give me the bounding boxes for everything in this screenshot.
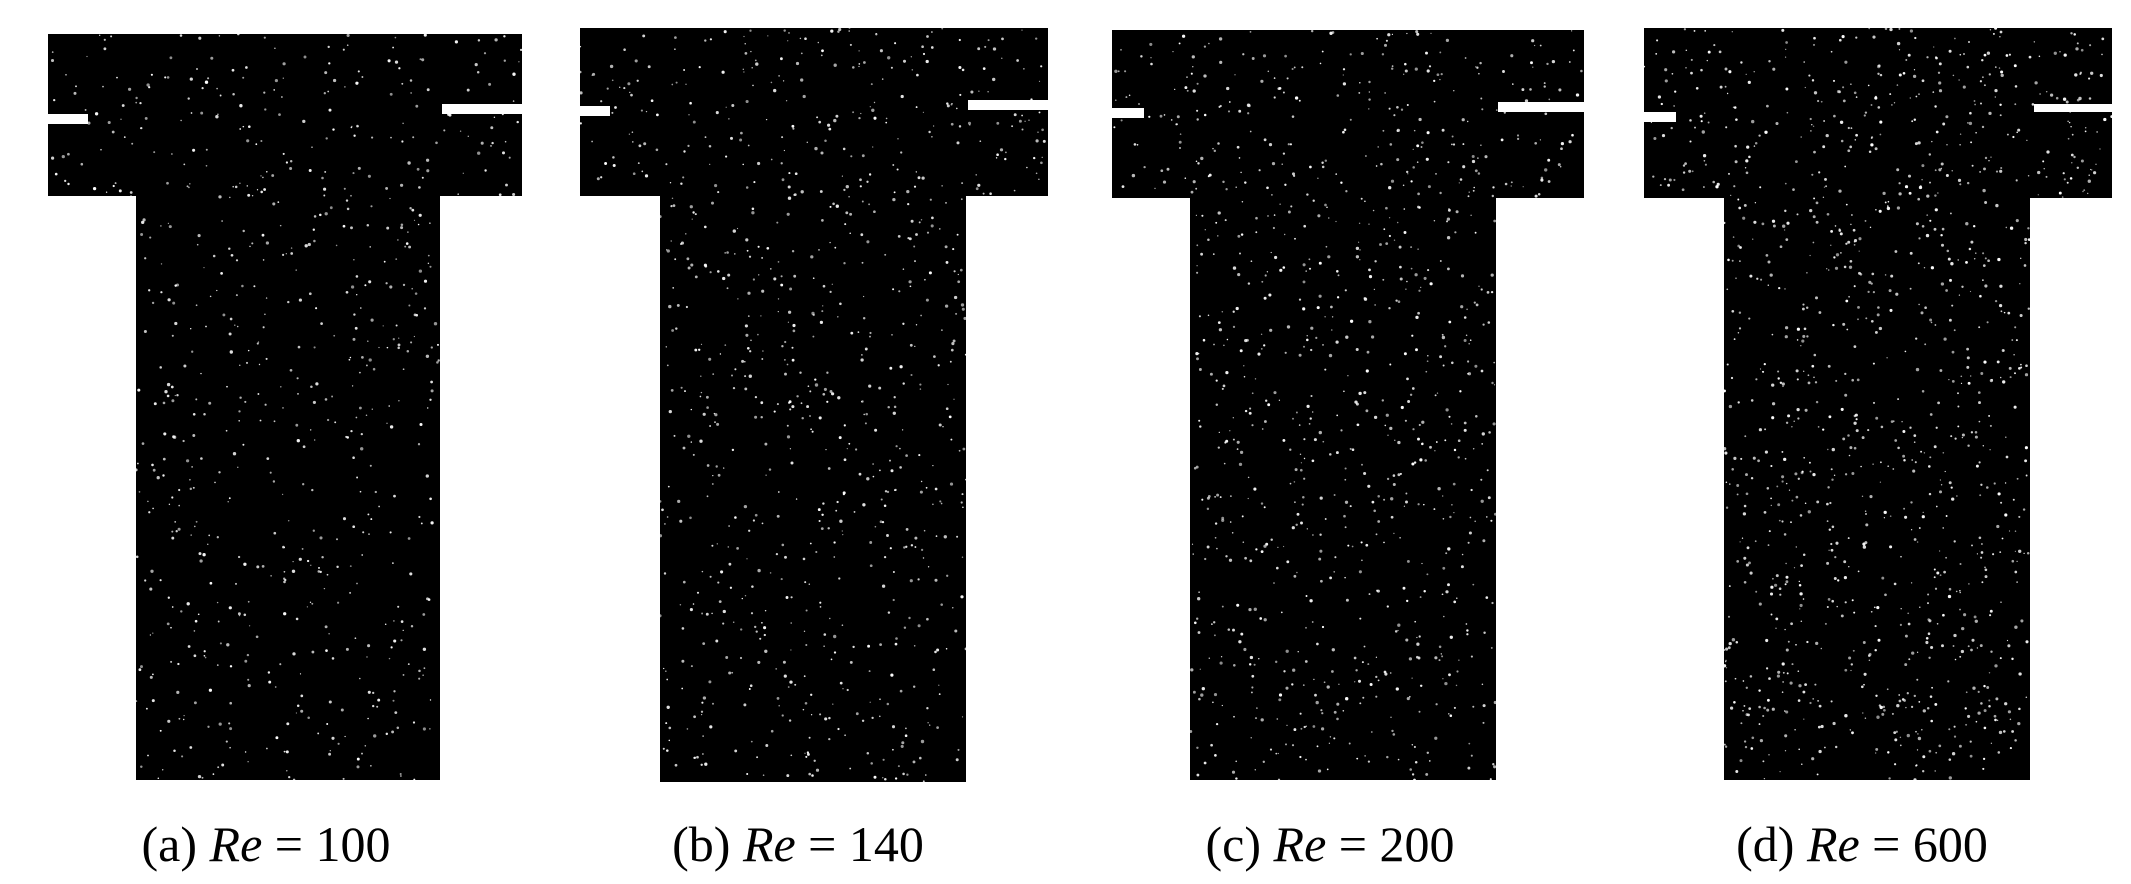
channel-stem bbox=[1724, 28, 2030, 780]
inlet-slit-left bbox=[1112, 108, 1144, 118]
caption-value: 140 bbox=[848, 816, 924, 872]
piv-image-c bbox=[1112, 29, 1584, 782]
inlet-slit-left bbox=[580, 106, 610, 116]
piv-image-a bbox=[48, 32, 523, 782]
channel-stem bbox=[136, 34, 440, 780]
particle-field bbox=[1113, 29, 1583, 782]
caption-b: (b) Re = 140 bbox=[532, 814, 1064, 874]
inlet-slit-left bbox=[48, 114, 88, 124]
caption-equals: = bbox=[1338, 816, 1367, 872]
inlet-slit-left bbox=[1644, 112, 1676, 122]
caption-value: 200 bbox=[1379, 816, 1455, 872]
caption-value: 100 bbox=[315, 816, 391, 872]
channel-stem bbox=[660, 28, 966, 782]
panel-b: (b) Re = 140 bbox=[532, 0, 1064, 884]
caption-a: (a) Re = 100 bbox=[0, 814, 532, 874]
caption-d: (d) Re = 600 bbox=[1596, 814, 2128, 874]
particle-field bbox=[578, 27, 1046, 783]
panel-c: (c) Re = 200 bbox=[1064, 0, 1596, 884]
caption-letter: (a) bbox=[141, 816, 198, 872]
caption-equals: = bbox=[1872, 816, 1901, 872]
caption-equals: = bbox=[274, 816, 303, 872]
panel-a: (a) Re = 100 bbox=[0, 0, 532, 884]
inlet-slit-right bbox=[2034, 104, 2112, 112]
caption-equals: = bbox=[808, 816, 837, 872]
caption-c: (c) Re = 200 bbox=[1064, 814, 1596, 874]
caption-re-symbol: Re bbox=[209, 816, 263, 872]
caption-value: 600 bbox=[1912, 816, 1988, 872]
caption-letter: (d) bbox=[1736, 816, 1795, 872]
caption-re-symbol: Re bbox=[742, 816, 796, 872]
caption-re-symbol: Re bbox=[1273, 816, 1327, 872]
inlet-slit-right bbox=[1498, 102, 1584, 112]
caption-letter: (b) bbox=[672, 816, 731, 872]
piv-image-d bbox=[1643, 26, 2114, 782]
caption-letter: (c) bbox=[1205, 816, 1262, 872]
caption-re-symbol: Re bbox=[1806, 816, 1860, 872]
particle-field bbox=[1643, 26, 2114, 782]
panel-d: (d) Re = 600 bbox=[1596, 0, 2128, 884]
piv-image-b bbox=[578, 27, 1048, 783]
inlet-slit-right bbox=[442, 104, 522, 114]
particle-field bbox=[50, 32, 523, 782]
inlet-slit-right bbox=[968, 100, 1048, 110]
channel-stem bbox=[1190, 30, 1496, 780]
